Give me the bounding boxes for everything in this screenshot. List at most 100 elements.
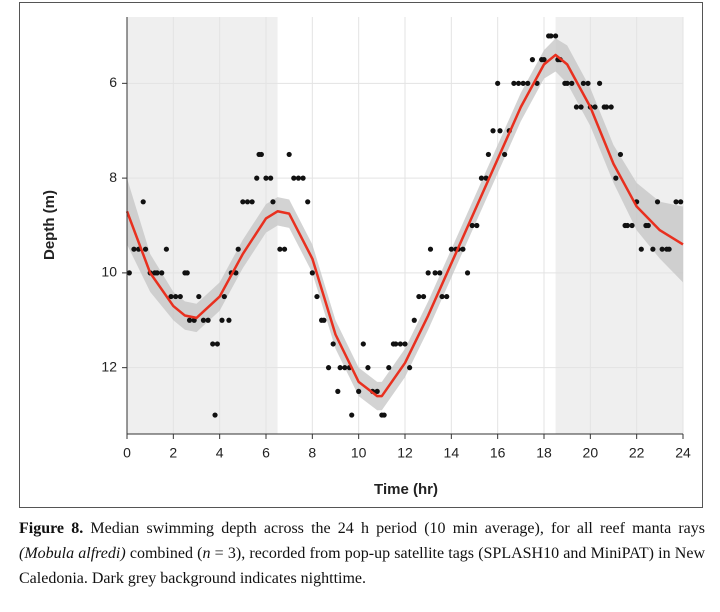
data-point <box>249 199 255 205</box>
x-tick-label: 4 <box>216 445 224 461</box>
data-point <box>305 199 311 205</box>
x-tick-label: 12 <box>397 445 413 461</box>
data-point <box>407 365 413 371</box>
data-point <box>659 246 665 252</box>
data-point <box>511 80 517 86</box>
data-point <box>291 175 297 181</box>
data-point <box>585 80 591 86</box>
data-point <box>603 104 610 110</box>
data-point <box>578 104 584 110</box>
data-point <box>569 80 575 86</box>
x-tick-label: 24 <box>675 445 691 461</box>
data-point <box>474 222 480 229</box>
data-point <box>495 80 501 86</box>
data-point <box>444 293 450 300</box>
data-point <box>573 104 580 110</box>
x-tick-label: 22 <box>629 445 645 461</box>
data-point <box>168 293 174 300</box>
data-point <box>592 104 598 110</box>
data-point <box>295 175 302 181</box>
data-point <box>200 317 207 323</box>
data-point <box>673 199 679 205</box>
data-point <box>210 341 216 347</box>
data-point <box>645 222 651 229</box>
data-point <box>184 270 190 276</box>
data-point <box>420 293 427 300</box>
data-point <box>235 246 241 252</box>
data-point <box>321 317 327 323</box>
data-point <box>186 317 193 323</box>
y-axis-label: Depth (m) <box>41 190 58 260</box>
data-point <box>268 175 274 181</box>
data-point <box>525 80 531 86</box>
data-point <box>131 246 137 252</box>
x-tick-label: 18 <box>536 445 552 461</box>
data-point <box>244 199 251 205</box>
data-point <box>548 33 554 39</box>
data-point <box>330 341 336 347</box>
data-point <box>126 270 132 276</box>
smooth-line <box>125 53 684 398</box>
data-point <box>402 341 408 347</box>
data-point <box>411 317 417 323</box>
data-point <box>397 341 403 347</box>
data-point <box>342 365 348 371</box>
data-point <box>529 57 536 63</box>
data-point <box>300 175 306 181</box>
data-point <box>617 151 624 158</box>
data-point <box>464 270 471 276</box>
data-point <box>221 293 227 300</box>
data-point <box>177 293 183 300</box>
data-point <box>469 222 475 229</box>
data-point <box>325 365 332 371</box>
data-point <box>541 57 547 63</box>
caption-species: (Mobula alfredi) <box>19 545 126 562</box>
y-tick-label: 12 <box>101 358 117 374</box>
x-tick-label: 0 <box>123 445 131 461</box>
caption: Figure 8. Median swimming depth across t… <box>19 516 705 591</box>
data-point <box>502 151 508 158</box>
data-point <box>205 317 211 323</box>
data-point <box>654 199 661 205</box>
data-point <box>416 293 422 300</box>
data-point <box>666 246 672 252</box>
data-point <box>356 388 362 394</box>
data-point <box>159 270 165 276</box>
data-point <box>270 199 276 205</box>
data-point <box>191 317 197 323</box>
data-point <box>624 222 631 229</box>
caption-text: = 3), recorded from pop-up satellite tag… <box>19 545 706 587</box>
data-point <box>212 412 218 418</box>
data-point <box>365 365 371 371</box>
x-tick-label: 14 <box>444 445 460 461</box>
data-point <box>314 293 320 300</box>
x-tick-label: 2 <box>169 445 177 461</box>
x-tick-label: 20 <box>583 445 599 461</box>
data-point <box>142 246 149 252</box>
x-tick-label: 10 <box>351 445 367 461</box>
data-point <box>629 222 635 229</box>
y-tick-label: 8 <box>109 169 117 185</box>
data-point <box>437 270 443 276</box>
data-point <box>163 246 169 252</box>
data-point <box>613 175 619 181</box>
data-point <box>374 388 380 394</box>
data-point <box>393 341 399 347</box>
data-point <box>638 246 644 252</box>
data-point <box>286 151 292 158</box>
data-point <box>478 175 485 181</box>
data-point <box>240 199 246 205</box>
data-point <box>360 341 366 347</box>
data-point <box>386 365 392 371</box>
data-point <box>515 80 522 86</box>
y-tick-label: 10 <box>101 264 117 280</box>
x-tick-label: 16 <box>490 445 506 461</box>
data-point <box>425 270 431 276</box>
data-point <box>196 293 202 300</box>
data-point <box>490 128 496 134</box>
data-point <box>337 365 343 371</box>
x-tick-label: 6 <box>262 445 270 461</box>
